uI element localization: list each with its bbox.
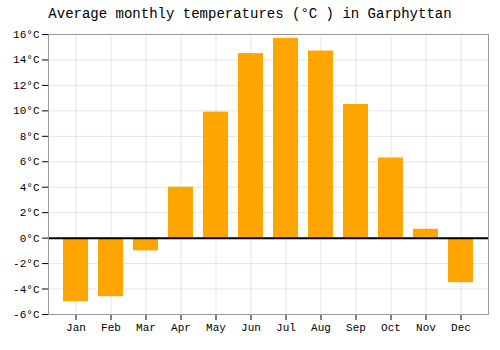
svg-text:Feb: Feb (101, 322, 121, 334)
svg-text:-2°C: -2°C (13, 258, 40, 270)
svg-text:Jun: Jun (241, 322, 261, 334)
svg-text:May: May (206, 322, 226, 334)
html-text:Average monthly temperatures (: Average monthly temperatures (°C ) in Ga… (48, 6, 452, 22)
svg-text:Nov: Nov (416, 322, 436, 334)
svg-text:0°C: 0°C (20, 233, 40, 245)
svg-text:8°C: 8°C (20, 131, 40, 143)
svg-text:-4°C: -4°C (13, 284, 40, 296)
svg-text:Dec: Dec (451, 322, 471, 334)
svg-text:Jul: Jul (276, 322, 296, 334)
svg-text:6°C: 6°C (20, 156, 40, 168)
svg-text:Oct: Oct (381, 322, 401, 334)
svg-text:2°C: 2°C (20, 207, 40, 219)
svg-text:16°C: 16°C (13, 29, 40, 41)
svg-text:Jan: Jan (66, 322, 86, 334)
svg-text:14°C: 14°C (13, 54, 40, 66)
svg-text:12°C: 12°C (13, 80, 40, 92)
svg-text:Sep: Sep (346, 322, 366, 334)
svg-text:4°C: 4°C (20, 182, 40, 194)
svg-text:-6°C: -6°C (13, 309, 40, 321)
svg-text:Aug: Aug (311, 322, 331, 334)
svg-text:Apr: Apr (171, 322, 191, 334)
svg-text:Mar: Mar (136, 322, 156, 334)
svg-text:10°C: 10°C (13, 105, 40, 117)
